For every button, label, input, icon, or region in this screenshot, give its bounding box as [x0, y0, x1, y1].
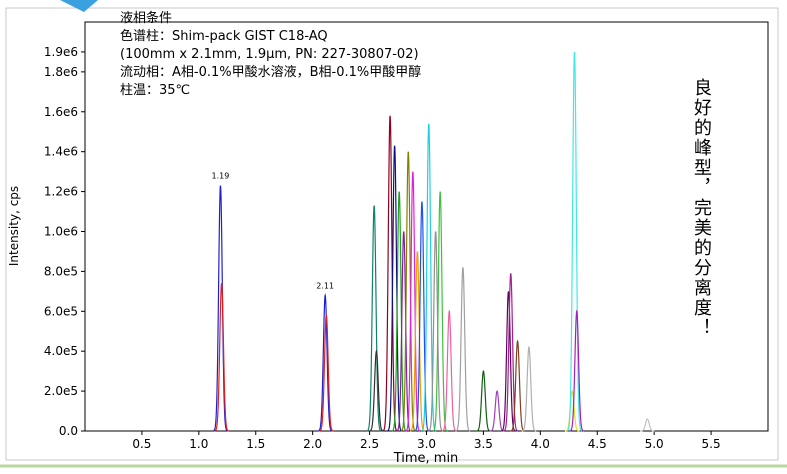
peak	[421, 123, 437, 432]
x-tick-label: 4.5	[588, 437, 607, 451]
peak	[317, 292, 333, 432]
y-axis-label: Intensity, cps	[7, 186, 21, 266]
y-tick-label: 4.0e5	[44, 344, 78, 358]
peak	[521, 345, 537, 432]
peak	[567, 51, 582, 432]
y-tick-label: 1.4e6	[44, 145, 78, 159]
peak	[391, 191, 407, 432]
peak	[414, 201, 430, 432]
x-axis-label: Time, min	[393, 451, 459, 466]
peak	[441, 309, 457, 432]
y-tick-label: 6.0e5	[44, 304, 78, 318]
peak	[213, 185, 228, 432]
peak	[428, 231, 443, 432]
condition-line: 色谱柱：Shim-pack GIST C18-AQ	[120, 29, 328, 44]
peak	[569, 309, 585, 432]
x-tick-label: 2.0	[303, 437, 322, 451]
y-tick-label: 1.2e6	[44, 185, 78, 199]
x-tick-label: 4.0	[531, 437, 550, 451]
peak	[476, 370, 491, 432]
x-tick-label: 5.0	[645, 437, 664, 451]
condition-line: (100mm x 2.1mm, 1.9μm, PN: 227-30807-02)	[120, 47, 419, 62]
y-tick-label: 8.0e5	[44, 264, 78, 278]
peak	[432, 191, 448, 432]
x-tick-label: 3.0	[417, 437, 436, 451]
y-tick-label: 1.6e6	[44, 105, 78, 119]
x-tick-label: 1.0	[189, 437, 208, 451]
conditions: 液相条件色谱柱：Shim-pack GIST C18-AQ (100mm x 2.…	[120, 10, 421, 100]
side-text: 良好的峰型，完美的分离度！	[691, 78, 712, 338]
x-tick-label: 5.5	[702, 437, 721, 451]
x-tick-label: 0.5	[132, 437, 151, 451]
peak	[366, 205, 382, 432]
y-tick-label: 0.0	[59, 424, 78, 438]
peak	[396, 231, 412, 432]
corner-icon	[60, 0, 98, 12]
y-tick-label: 1.9e6	[44, 45, 78, 59]
y-tick-label: 2.0e5	[44, 384, 78, 398]
peak	[564, 390, 580, 432]
peak-label: 1.19	[212, 172, 230, 181]
y-tick-label: 1.0e6	[44, 224, 78, 238]
peak	[640, 418, 655, 432]
x-tick-label: 3.5	[474, 437, 493, 451]
y-tick-label: 1.8e6	[44, 65, 78, 79]
peak	[387, 145, 403, 432]
condition-line: 柱温：35℃	[120, 83, 191, 98]
peak	[489, 390, 505, 432]
x-tick-label: 1.5	[246, 437, 265, 451]
peak	[503, 273, 519, 432]
peak	[455, 267, 471, 432]
peak-label: 2.11	[316, 281, 334, 290]
peak	[369, 349, 384, 432]
condition-line: 流动相：A相-0.1%甲酸水溶液，B相-0.1%甲酸甲醇	[120, 65, 422, 80]
x-tick-label: 2.5	[360, 437, 379, 451]
peak	[214, 283, 229, 432]
peak	[318, 313, 334, 432]
condition-line: 液相条件	[120, 11, 173, 26]
peak	[410, 251, 425, 432]
peak	[510, 339, 525, 432]
frame	[5, 7, 779, 461]
